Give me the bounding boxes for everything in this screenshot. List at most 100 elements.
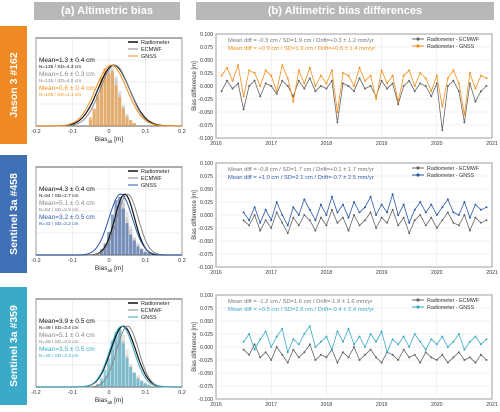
data-point xyxy=(319,216,322,219)
y-tick-label: 0.000 xyxy=(200,84,213,90)
data-point xyxy=(297,79,300,82)
data-point xyxy=(430,95,433,98)
data-point xyxy=(253,79,256,82)
data-point xyxy=(397,103,400,106)
data-point xyxy=(479,343,482,346)
data-point xyxy=(341,351,344,354)
x-tick-label: 2019 xyxy=(376,270,388,276)
annotation-ecmwf: Mean diff = -0.8 cm / SD=1.7 cm / Drift=… xyxy=(228,167,374,173)
y-tick-label: 0.025 xyxy=(200,200,213,206)
stat-mean: Mean=1.6 ± 0.3 cm xyxy=(39,71,95,78)
data-point xyxy=(281,221,284,224)
data-point xyxy=(275,211,278,214)
hist-bar-gnss xyxy=(99,378,104,387)
legend-label: ECMWF xyxy=(141,308,162,314)
legend-label: Radiometer - GNSS xyxy=(427,305,475,311)
data-point xyxy=(474,87,477,90)
y-tick-label: -0.100 xyxy=(198,265,213,271)
data-point xyxy=(408,221,411,224)
hist-bar-gnss xyxy=(110,70,114,126)
data-point xyxy=(369,211,372,214)
data-point xyxy=(319,353,322,356)
data-point xyxy=(281,64,284,67)
data-point xyxy=(364,79,367,82)
data-point xyxy=(270,219,273,222)
data-point xyxy=(364,353,367,356)
data-point xyxy=(463,348,466,351)
data-point xyxy=(347,229,350,232)
data-point xyxy=(364,346,367,348)
data-point xyxy=(452,221,455,224)
data-point xyxy=(391,82,394,85)
stat-detail: N=49 / SD=3.4 cm xyxy=(39,325,78,331)
data-point xyxy=(380,69,383,72)
y-tick-label: 0.100 xyxy=(200,293,213,299)
y-tick-label: -0.025 xyxy=(198,226,213,232)
data-point xyxy=(419,214,422,216)
x-tick-label: 2016 xyxy=(210,270,222,276)
y-tick-label: -0.100 xyxy=(198,136,213,142)
data-point xyxy=(380,330,383,333)
data-point xyxy=(485,85,488,87)
y-axis-label: Bias difference [m] xyxy=(192,61,198,111)
data-point xyxy=(286,351,289,354)
data-point xyxy=(292,216,295,219)
data-point xyxy=(468,229,471,232)
y-tick-label: -0.025 xyxy=(198,358,213,364)
data-point xyxy=(452,69,455,72)
data-point xyxy=(330,195,333,198)
data-point xyxy=(402,348,405,351)
y-tick-label: 0.100 xyxy=(200,161,213,167)
data-point xyxy=(474,216,477,219)
stat-mean: Mean=3.5 ± 0.5 cm xyxy=(39,346,95,353)
data-point xyxy=(341,72,344,74)
data-point xyxy=(259,356,262,359)
legend-marker xyxy=(416,166,420,170)
y-tick-label: -0.050 xyxy=(198,239,213,245)
data-point xyxy=(402,335,405,338)
data-point xyxy=(413,353,416,356)
stat-detail: N=54 / SD=2.9 cm xyxy=(39,207,78,213)
data-point xyxy=(341,216,344,219)
data-point xyxy=(303,82,306,85)
legend-label: Radiometer - GNSS xyxy=(427,173,475,179)
data-point xyxy=(259,85,262,87)
y-tick-label: -0.050 xyxy=(198,110,213,116)
data-point xyxy=(353,90,355,93)
data-point xyxy=(297,356,300,359)
stat-mean: Mean=0.6 ± 0.4 cm xyxy=(39,85,95,92)
hist-bar-gnss xyxy=(129,366,133,387)
data-point xyxy=(330,208,333,211)
data-point xyxy=(386,211,389,214)
data-point xyxy=(336,211,339,214)
data-point xyxy=(270,85,273,87)
data-point xyxy=(237,64,240,67)
x-tick-label: -0.2 xyxy=(31,258,40,264)
stat-mean: Mean=4.3 ± 0.4 cm xyxy=(39,186,95,193)
x-axis-label: Biasalt [m] xyxy=(95,265,123,273)
data-point xyxy=(452,340,455,343)
data-point xyxy=(452,211,455,214)
x-tick-label: 0 xyxy=(107,129,110,135)
data-point xyxy=(446,211,449,214)
data-point xyxy=(286,232,289,235)
data-point xyxy=(358,77,361,80)
data-point xyxy=(474,203,477,206)
data-point xyxy=(441,129,444,132)
hist-bar-gnss xyxy=(129,234,133,255)
data-point xyxy=(397,100,400,103)
x-tick-label: -0.2 xyxy=(31,129,40,135)
data-point xyxy=(292,338,295,341)
data-point xyxy=(303,351,306,354)
data-point xyxy=(452,356,455,359)
data-point xyxy=(242,108,245,111)
data-point xyxy=(237,82,240,85)
data-point xyxy=(408,346,411,348)
data-point xyxy=(358,335,361,338)
data-point xyxy=(375,356,378,359)
hist-bar-gnss xyxy=(147,253,151,255)
data-point xyxy=(457,90,460,93)
data-point xyxy=(308,77,311,80)
data-point xyxy=(275,92,278,95)
hist-bar-gnss xyxy=(103,68,107,126)
